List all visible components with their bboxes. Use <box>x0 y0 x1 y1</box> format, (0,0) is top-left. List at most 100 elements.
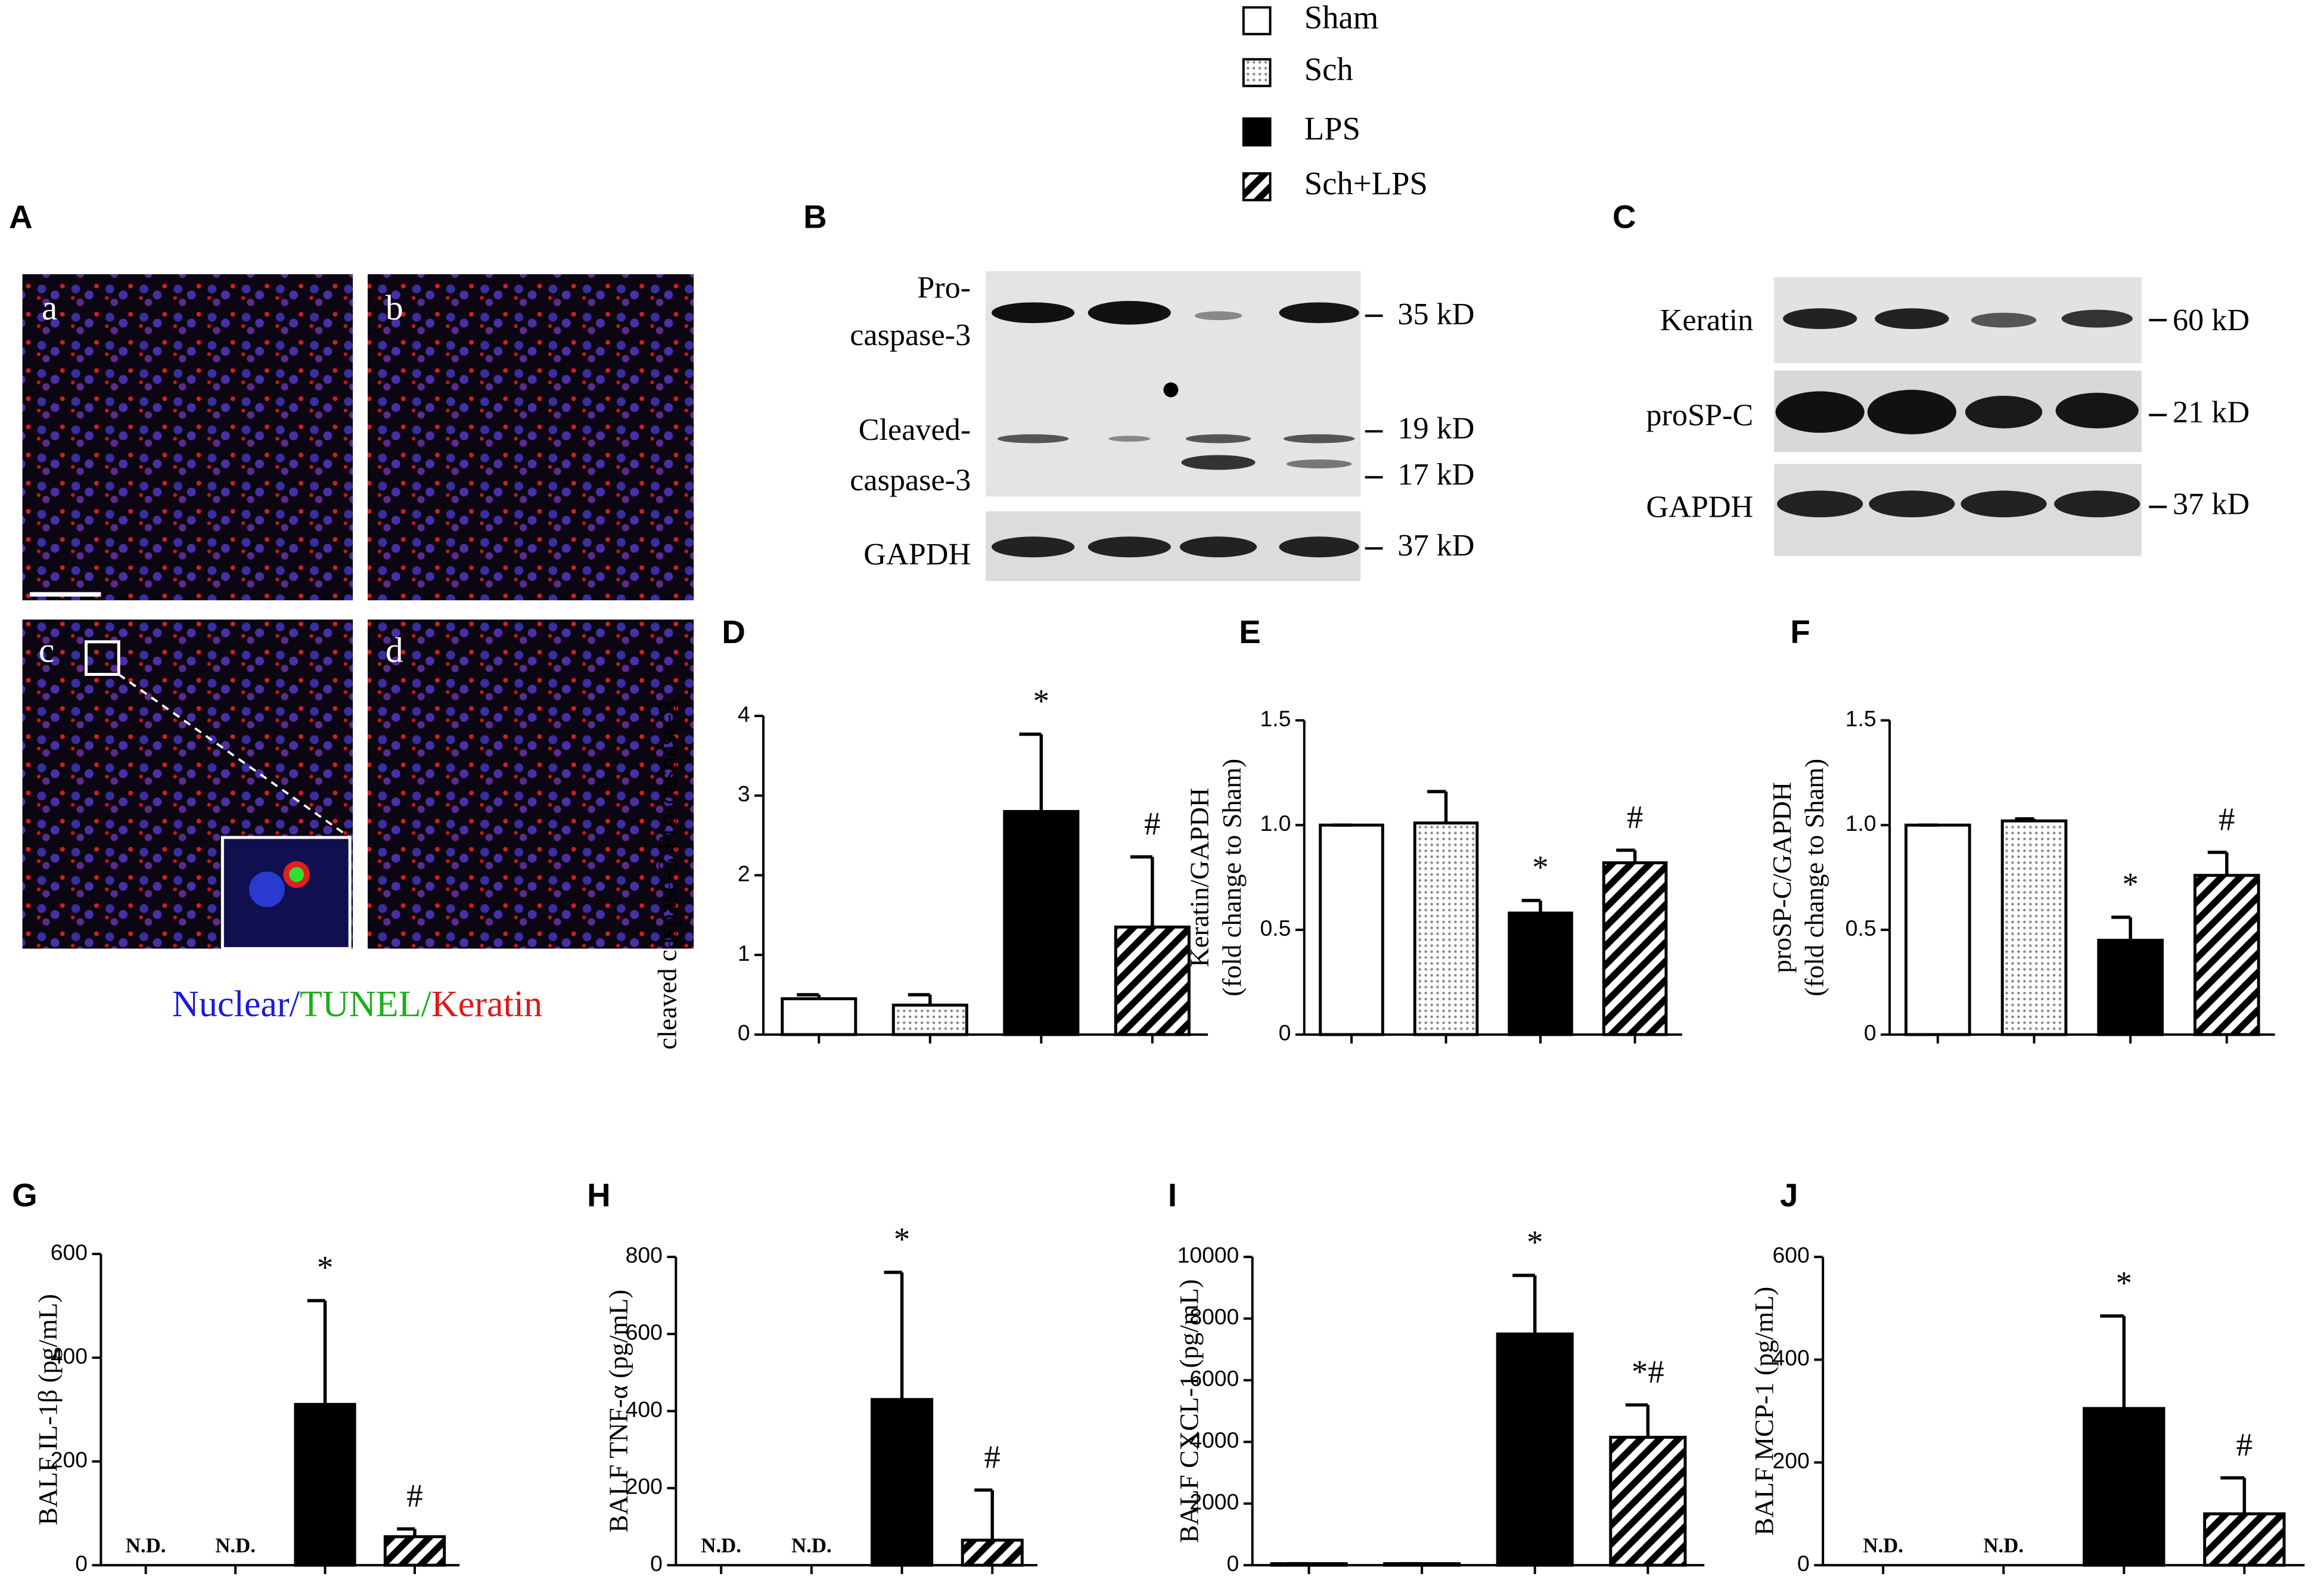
y-tick-label: 1.5 <box>1260 706 1291 731</box>
significance-mark: * <box>317 1249 333 1286</box>
panel-label: E <box>1239 613 1261 650</box>
band <box>1961 491 2047 517</box>
y-tick-label: 200 <box>51 1447 88 1472</box>
micrograph <box>368 274 694 601</box>
significance-mark: *# <box>1632 1354 1664 1390</box>
bar <box>871 1398 934 1567</box>
y-tick-label: 400 <box>626 1396 663 1421</box>
y-tick-label: 4 <box>738 702 750 727</box>
inset <box>220 836 352 951</box>
bar <box>1904 823 1971 1036</box>
micrograph <box>22 274 353 601</box>
significance-mark: # <box>1144 806 1160 842</box>
significance-mark: # <box>2236 1426 2252 1463</box>
blot-label: Pro- <box>917 270 971 305</box>
size-label: 21 kD <box>2173 395 2250 429</box>
blot-label: GAPDH <box>863 537 971 572</box>
value-label: N.D. <box>215 1534 256 1557</box>
bar <box>383 1535 446 1567</box>
y-tick-label: 0.5 <box>1845 915 1876 941</box>
legend-label: Sham <box>1304 0 1379 35</box>
caption: Nuclear/TUNEL/Keratin <box>172 984 542 1025</box>
y-tick-label: 1.0 <box>1845 811 1876 836</box>
value-label: N.D. <box>126 1534 166 1557</box>
blot-label: Keratin <box>1660 303 1754 337</box>
value-label: N.D. <box>791 1534 832 1557</box>
spot <box>1163 382 1179 398</box>
significance-mark: # <box>984 1439 1001 1475</box>
blot-label: caspase-3 <box>850 463 971 498</box>
bar <box>1383 1562 1461 1567</box>
bar <box>1003 810 1080 1036</box>
value-label: N.D. <box>1983 1534 2024 1557</box>
legend-swatch <box>1242 172 1272 201</box>
band <box>1088 536 1171 558</box>
band <box>1179 536 1257 558</box>
band <box>1783 308 1857 330</box>
significance-mark: * <box>894 1221 910 1258</box>
band <box>1181 455 1256 470</box>
legend-swatch <box>1242 58 1272 88</box>
image-label: b <box>386 288 403 327</box>
blot-label: proSP-C <box>1646 398 1753 432</box>
y-tick-label: 0 <box>738 1020 750 1045</box>
y-tick-label: 6000 <box>1189 1366 1239 1391</box>
image-label: c <box>39 630 55 669</box>
cell <box>249 871 285 907</box>
y-tick-label: 800 <box>626 1243 663 1268</box>
legend-swatch <box>1242 6 1272 36</box>
y-tick-label: 0.5 <box>1260 915 1291 941</box>
legend-swatch <box>1242 117 1272 147</box>
panel-label: B <box>803 198 827 235</box>
panel-label: F <box>1790 613 1810 650</box>
y-tick-label: 2000 <box>1189 1489 1239 1514</box>
band <box>1279 302 1359 324</box>
micrographs: a b c d <box>22 274 694 951</box>
significance-mark: # <box>2219 801 2235 837</box>
zoom-box <box>85 640 120 676</box>
y-axis-label: BALF MCP-1 (pg/mL) <box>1749 1287 1779 1536</box>
legend-label: Sch+LPS <box>1304 165 1428 201</box>
bar <box>1319 823 1384 1036</box>
panel-label: A <box>9 198 33 235</box>
y-axis-label: proSP-C/GAPDH <box>1767 782 1797 973</box>
band <box>1965 396 2043 429</box>
y-tick-label: 8000 <box>1189 1304 1239 1329</box>
significance-mark: * <box>2123 866 2139 902</box>
y-tick-label: 4000 <box>1189 1427 1239 1452</box>
value-label: N.D. <box>1863 1534 1903 1557</box>
y-tick-label: 0 <box>75 1551 88 1576</box>
panel-label: J <box>1780 1177 1798 1213</box>
blot-label: GAPDH <box>1646 489 1753 524</box>
caption-part: / <box>290 984 300 1025</box>
y-tick-label: 400 <box>1773 1345 1810 1370</box>
y-axis-label: (fold change to Sham) <box>1799 759 1829 997</box>
significance-mark: * <box>2116 1265 2132 1301</box>
blot-b <box>986 271 1383 581</box>
band <box>1088 300 1171 325</box>
y-tick-label: 400 <box>51 1343 88 1368</box>
bar <box>961 1538 1024 1567</box>
band <box>2061 309 2133 328</box>
caption-part: Nuclear <box>172 984 290 1025</box>
band <box>1777 491 1863 517</box>
size-label: 37 kD <box>2173 487 2250 522</box>
band <box>997 434 1069 443</box>
y-tick-label: 0 <box>1227 1551 1239 1576</box>
y-axis-label: BALF CXCL-1 (pg/mL) <box>1174 1279 1204 1543</box>
panel-label: C <box>1612 198 1636 235</box>
significance-mark: # <box>1627 799 1643 835</box>
blot-label: caspase-3 <box>850 318 971 352</box>
significance-mark: * <box>1033 683 1049 719</box>
significance-mark: * <box>1527 1224 1543 1261</box>
band <box>2054 491 2140 517</box>
bar <box>1602 861 1668 1036</box>
y-axis-label: BALF IL-1β (pg/mL) <box>33 1294 63 1525</box>
y-tick-label: 1.5 <box>1845 706 1876 731</box>
y-tick-label: 600 <box>1773 1243 1810 1268</box>
panel-label: H <box>587 1177 611 1213</box>
y-tick-label: 1 <box>738 941 750 966</box>
bar <box>1508 911 1573 1036</box>
bar <box>2193 874 2260 1036</box>
y-axis-label: (fold change to Sham) <box>1217 759 1247 997</box>
